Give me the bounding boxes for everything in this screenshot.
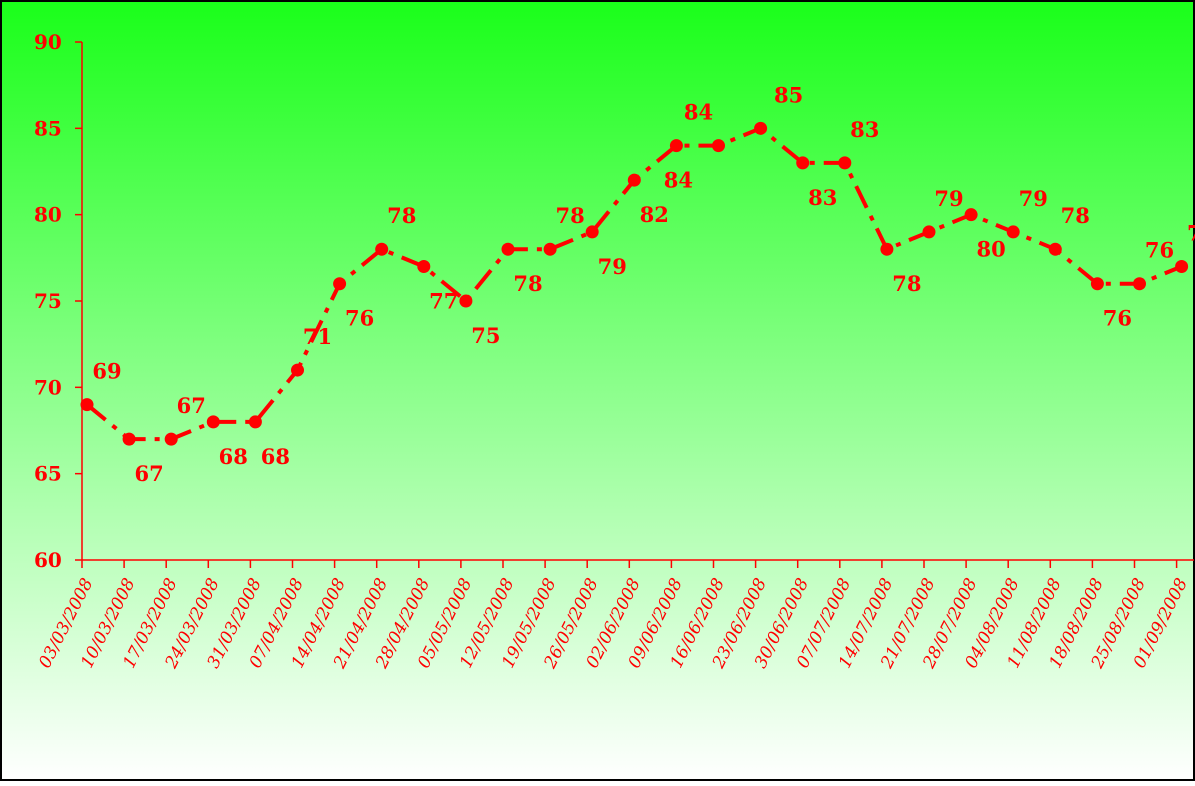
data-label: 67: [177, 393, 206, 418]
y-tick-label: 70: [34, 375, 62, 399]
data-label: 85: [774, 82, 803, 107]
data-label: 84: [684, 100, 713, 125]
data-label: 77: [429, 288, 458, 313]
data-point: [1006, 225, 1020, 239]
data-label: 78: [1061, 203, 1090, 228]
data-point: [1048, 242, 1062, 256]
data-point: [754, 121, 768, 135]
data-label: 76: [1103, 306, 1132, 331]
data-label: 79: [598, 254, 627, 279]
data-label: 78: [892, 271, 921, 296]
data-label: 79: [1019, 186, 1048, 211]
data-point: [375, 242, 389, 256]
data-label: 71: [303, 324, 332, 349]
data-label: 83: [808, 185, 837, 210]
y-tick-label: 65: [34, 462, 62, 486]
data-label: 69: [92, 359, 121, 384]
data-point: [291, 363, 304, 377]
y-tick-label: 75: [34, 289, 62, 313]
data-label: 77: [1187, 220, 1195, 245]
data-label: 79: [934, 186, 963, 211]
y-tick-label: 90: [34, 30, 62, 54]
data-label: 82: [640, 202, 669, 227]
data-point: [712, 139, 725, 153]
data-point: [501, 242, 515, 256]
y-tick-label: 60: [34, 548, 62, 572]
data-label: 78: [555, 203, 584, 228]
data-point: [543, 242, 557, 256]
data-point: [838, 156, 852, 170]
data-point: [585, 225, 599, 239]
data-point: [417, 259, 431, 273]
data-label: 78: [513, 271, 542, 296]
data-point: [922, 225, 936, 239]
data-point: [627, 173, 641, 187]
data-label: 76: [345, 306, 374, 331]
data-label: 76: [1145, 238, 1174, 263]
series-layer: [80, 121, 1189, 446]
axes: 60 65 70 75 80 85 90: [34, 30, 1194, 572]
data-point: [333, 277, 347, 291]
data-point: [164, 432, 178, 446]
data-label: 68: [219, 444, 248, 469]
data-label: 78: [387, 203, 416, 228]
data-point: [1175, 259, 1189, 273]
data-label: 84: [664, 168, 693, 193]
data-point: [796, 156, 810, 170]
y-tick-label: 80: [34, 203, 62, 227]
data-point: [122, 432, 136, 446]
data-label: 83: [850, 117, 879, 142]
data-point: [459, 294, 473, 308]
data-label: 75: [471, 323, 500, 348]
data-point: [80, 398, 94, 412]
data-point: [206, 415, 220, 429]
data-point: [248, 415, 262, 429]
data-point: [1133, 277, 1146, 291]
data-point: [964, 208, 978, 222]
data-point: [1090, 277, 1104, 291]
data-point: [669, 139, 683, 153]
data-point: [880, 242, 894, 256]
data-label: 68: [261, 444, 290, 469]
data-labels: 69 67 67 68 68 71 76 78 77 75 78 78 79 82 84 84 85 83 83 78…: [92, 82, 1195, 486]
y-tick-label: 85: [34, 116, 62, 140]
data-label: 80: [976, 237, 1005, 262]
data-label: 67: [134, 461, 163, 486]
